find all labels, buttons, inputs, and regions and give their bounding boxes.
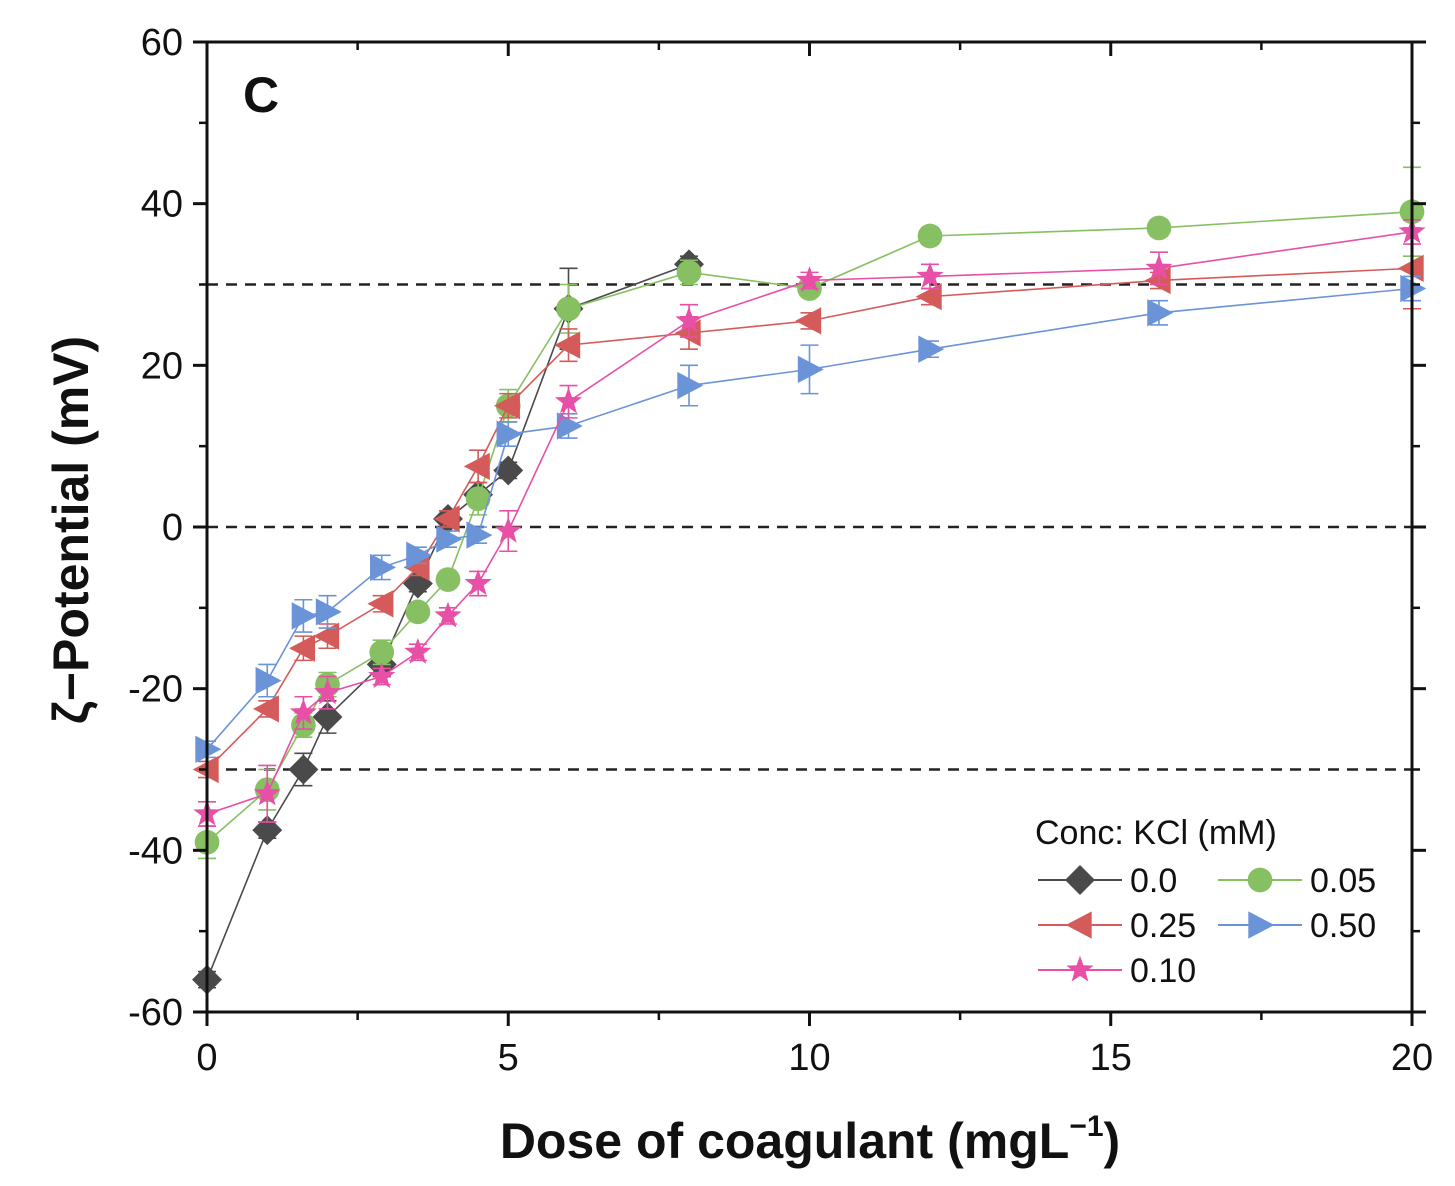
data-point <box>463 452 490 481</box>
data-point <box>404 637 432 664</box>
data-point <box>367 590 394 618</box>
x-axis: 0 5 10 15 20 <box>196 42 1433 1079</box>
data-point <box>556 412 583 440</box>
x-axis-title-end: ) <box>1104 1113 1121 1169</box>
y-tick-label: 60 <box>141 22 183 64</box>
data-point <box>368 662 396 689</box>
data-point <box>795 266 824 293</box>
y-tick-label: -20 <box>128 669 183 711</box>
data-point <box>918 335 945 363</box>
y-axis-title: ζ−Potential (mV) <box>43 336 99 724</box>
x-tick-label: 15 <box>1090 1037 1132 1079</box>
data-point <box>556 296 581 322</box>
data-point <box>554 387 583 414</box>
legend-entry-0.05: 0.05 <box>1218 862 1376 900</box>
data-point <box>464 569 492 596</box>
data-point <box>677 371 704 400</box>
data-point <box>434 601 462 628</box>
data-point <box>1147 299 1174 327</box>
data-point <box>466 521 493 549</box>
x-axis-title-main: Dose of coagulant (mgL <box>500 1113 1069 1169</box>
legend-marker <box>1247 867 1273 893</box>
data-point <box>289 698 318 725</box>
data-point <box>436 525 463 553</box>
y-tick-label: 40 <box>141 184 183 226</box>
data-point <box>405 599 431 625</box>
x-tick-label: 0 <box>196 1037 217 1079</box>
x-axis-title: Dose of coagulant (mgL−1) <box>500 1110 1120 1169</box>
x-axis-title-superscript: −1 <box>1069 1110 1103 1143</box>
data-point <box>494 516 522 543</box>
y-tick-label: -40 <box>128 830 183 872</box>
legend-marker <box>1065 911 1092 939</box>
x-tick-label: 10 <box>788 1037 830 1079</box>
reference-lines <box>207 283 1412 771</box>
data-point <box>433 505 460 533</box>
legend-entry-0.0: 0.0 <box>1038 862 1177 900</box>
data-point <box>406 541 433 569</box>
legend-title: Conc: KCl (mM) <box>1035 814 1277 852</box>
data-point <box>915 282 942 311</box>
series-line <box>206 267 1413 771</box>
data-point <box>435 567 461 592</box>
data-point <box>253 779 281 806</box>
data-point <box>315 598 342 626</box>
series-0.50 <box>195 274 1427 763</box>
y-tick-label: -60 <box>128 992 183 1034</box>
legend-label: 0.25 <box>1130 907 1196 945</box>
data-point <box>288 754 319 785</box>
data-point <box>313 622 340 650</box>
data-point <box>291 602 318 630</box>
data-point <box>493 392 520 420</box>
data-point <box>554 331 581 359</box>
data-point <box>493 455 524 486</box>
legend-marker <box>1065 865 1095 895</box>
x-tick-label: 5 <box>498 1037 519 1079</box>
data-point <box>916 262 944 288</box>
legend-marker <box>1248 911 1275 939</box>
data-point <box>465 486 491 512</box>
legend-marker <box>1066 955 1094 982</box>
legend-entry-0.50: 0.50 <box>1218 907 1376 945</box>
data-point <box>369 639 395 665</box>
data-point <box>252 695 279 723</box>
y-axis: -60 -40 -20 0 20 40 60 <box>128 22 1426 1034</box>
legend-entry-0.25: 0.25 <box>1038 907 1196 945</box>
data-point <box>917 223 943 249</box>
data-point <box>289 634 316 662</box>
data-point <box>795 307 822 335</box>
data-point <box>675 306 703 333</box>
data-point <box>1146 215 1172 241</box>
legend-label: 0.0 <box>1130 862 1177 900</box>
data-point <box>255 666 282 695</box>
series-layer <box>192 166 1427 995</box>
legend-label: 0.05 <box>1310 862 1376 900</box>
data-point <box>370 553 397 582</box>
x-tick-label: 20 <box>1391 1037 1433 1079</box>
y-tick-label: 20 <box>141 345 183 387</box>
panel-label: C <box>243 67 279 123</box>
y-tick-label: 0 <box>162 507 183 549</box>
series-0.25 <box>192 227 1424 784</box>
legend: Conc: KCl (mM) 0.0 0.05 0.25 0.50 0.10 <box>1035 814 1376 990</box>
data-point <box>1145 254 1173 280</box>
data-point <box>676 260 702 285</box>
data-point <box>797 355 824 384</box>
legend-entry-0.10: 0.10 <box>1038 952 1196 990</box>
data-point <box>496 420 523 448</box>
legend-label: 0.50 <box>1310 907 1376 945</box>
series-0.10 <box>193 217 1426 827</box>
legend-label: 0.10 <box>1130 952 1196 990</box>
data-point <box>313 678 342 705</box>
data-point <box>403 553 430 582</box>
